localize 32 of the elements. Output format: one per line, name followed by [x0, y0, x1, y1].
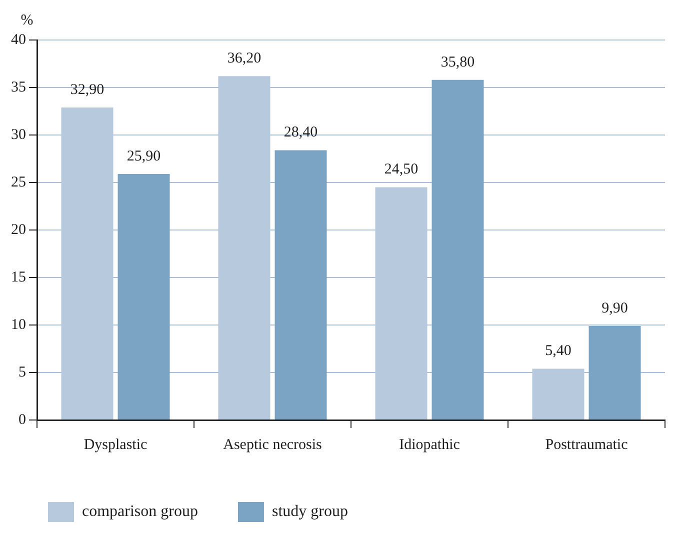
bar — [532, 368, 584, 420]
y-tick-label: 25 — [11, 174, 26, 190]
y-tick-label: 35 — [11, 79, 26, 96]
data-label: 9,90 — [602, 300, 628, 316]
y-tick-label: 15 — [11, 269, 26, 286]
bar — [61, 107, 114, 420]
data-label: 25,90 — [126, 148, 161, 164]
data-label: 5,40 — [545, 343, 572, 360]
data-label: 35,80 — [440, 54, 475, 70]
x-tick-label: Idiopathic — [399, 436, 460, 453]
bar — [118, 174, 170, 420]
y-tick-label: 5 — [18, 364, 26, 380]
data-label: 28,40 — [284, 124, 318, 141]
data-label: 32,90 — [70, 82, 104, 98]
x-tick-label: Aseptic necrosis — [223, 436, 322, 453]
x-tick-label: Posttraumatic — [545, 436, 628, 453]
y-tick-label: 20 — [11, 222, 26, 238]
legend-label: comparison group — [82, 503, 198, 520]
x-tick-label: Dysplastic — [84, 436, 148, 453]
y-tick-label: 40 — [11, 32, 26, 48]
y-tick-label: 30 — [11, 126, 26, 143]
data-label: 36,20 — [227, 50, 262, 67]
y-axis-title: % — [20, 12, 34, 28]
bar — [432, 80, 484, 420]
legend-label: study group — [272, 503, 348, 520]
y-tick-label: 0 — [18, 412, 26, 428]
data-label: 24,50 — [384, 162, 418, 178]
y-tick-label: 10 — [11, 316, 26, 333]
bar — [375, 187, 428, 420]
bar — [588, 326, 641, 420]
bar — [274, 150, 327, 420]
bar — [218, 76, 270, 420]
